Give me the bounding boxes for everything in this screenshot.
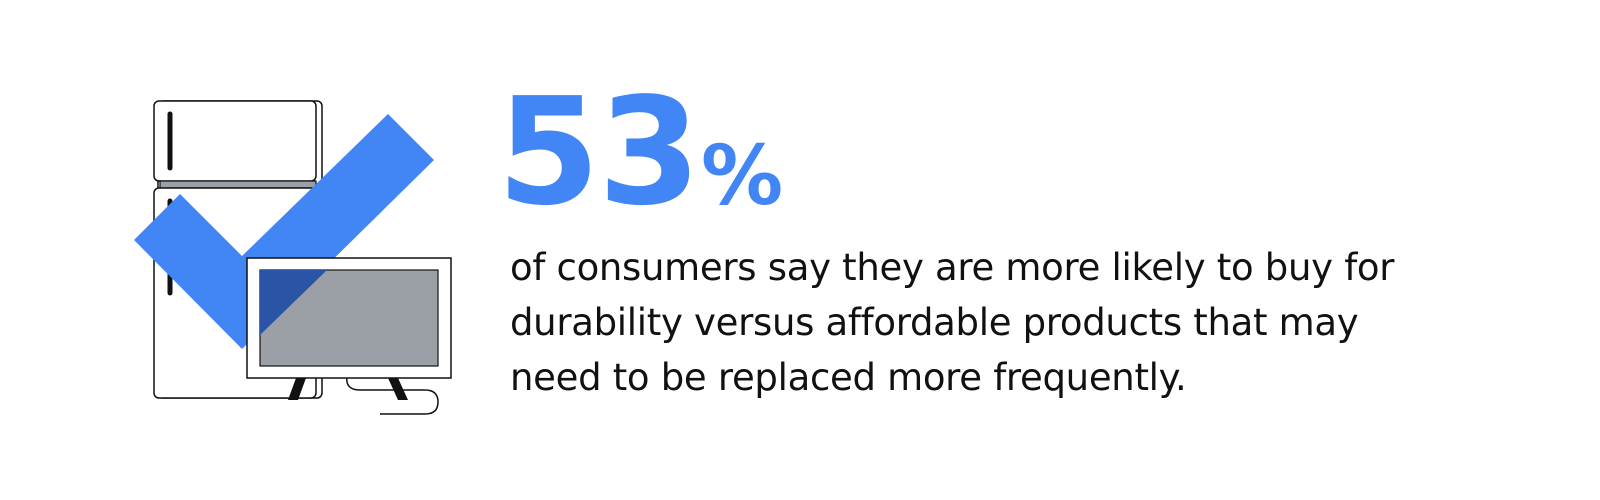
caption-line: need to be replaced more frequently. bbox=[510, 356, 1187, 399]
stat-value: 53% bbox=[497, 78, 783, 226]
stat-caption: of consumers say they are more likely to… bbox=[510, 240, 1510, 405]
caption-line: durability versus affordable products th… bbox=[510, 301, 1359, 344]
stat-percent-sign: % bbox=[700, 129, 784, 224]
television-icon bbox=[246, 257, 452, 415]
caption-line: of consumers say they are more likely to… bbox=[510, 246, 1395, 289]
stat-number: 53 bbox=[497, 66, 701, 238]
appliances-illustration bbox=[134, 100, 452, 415]
checkmark-icon bbox=[134, 114, 434, 349]
